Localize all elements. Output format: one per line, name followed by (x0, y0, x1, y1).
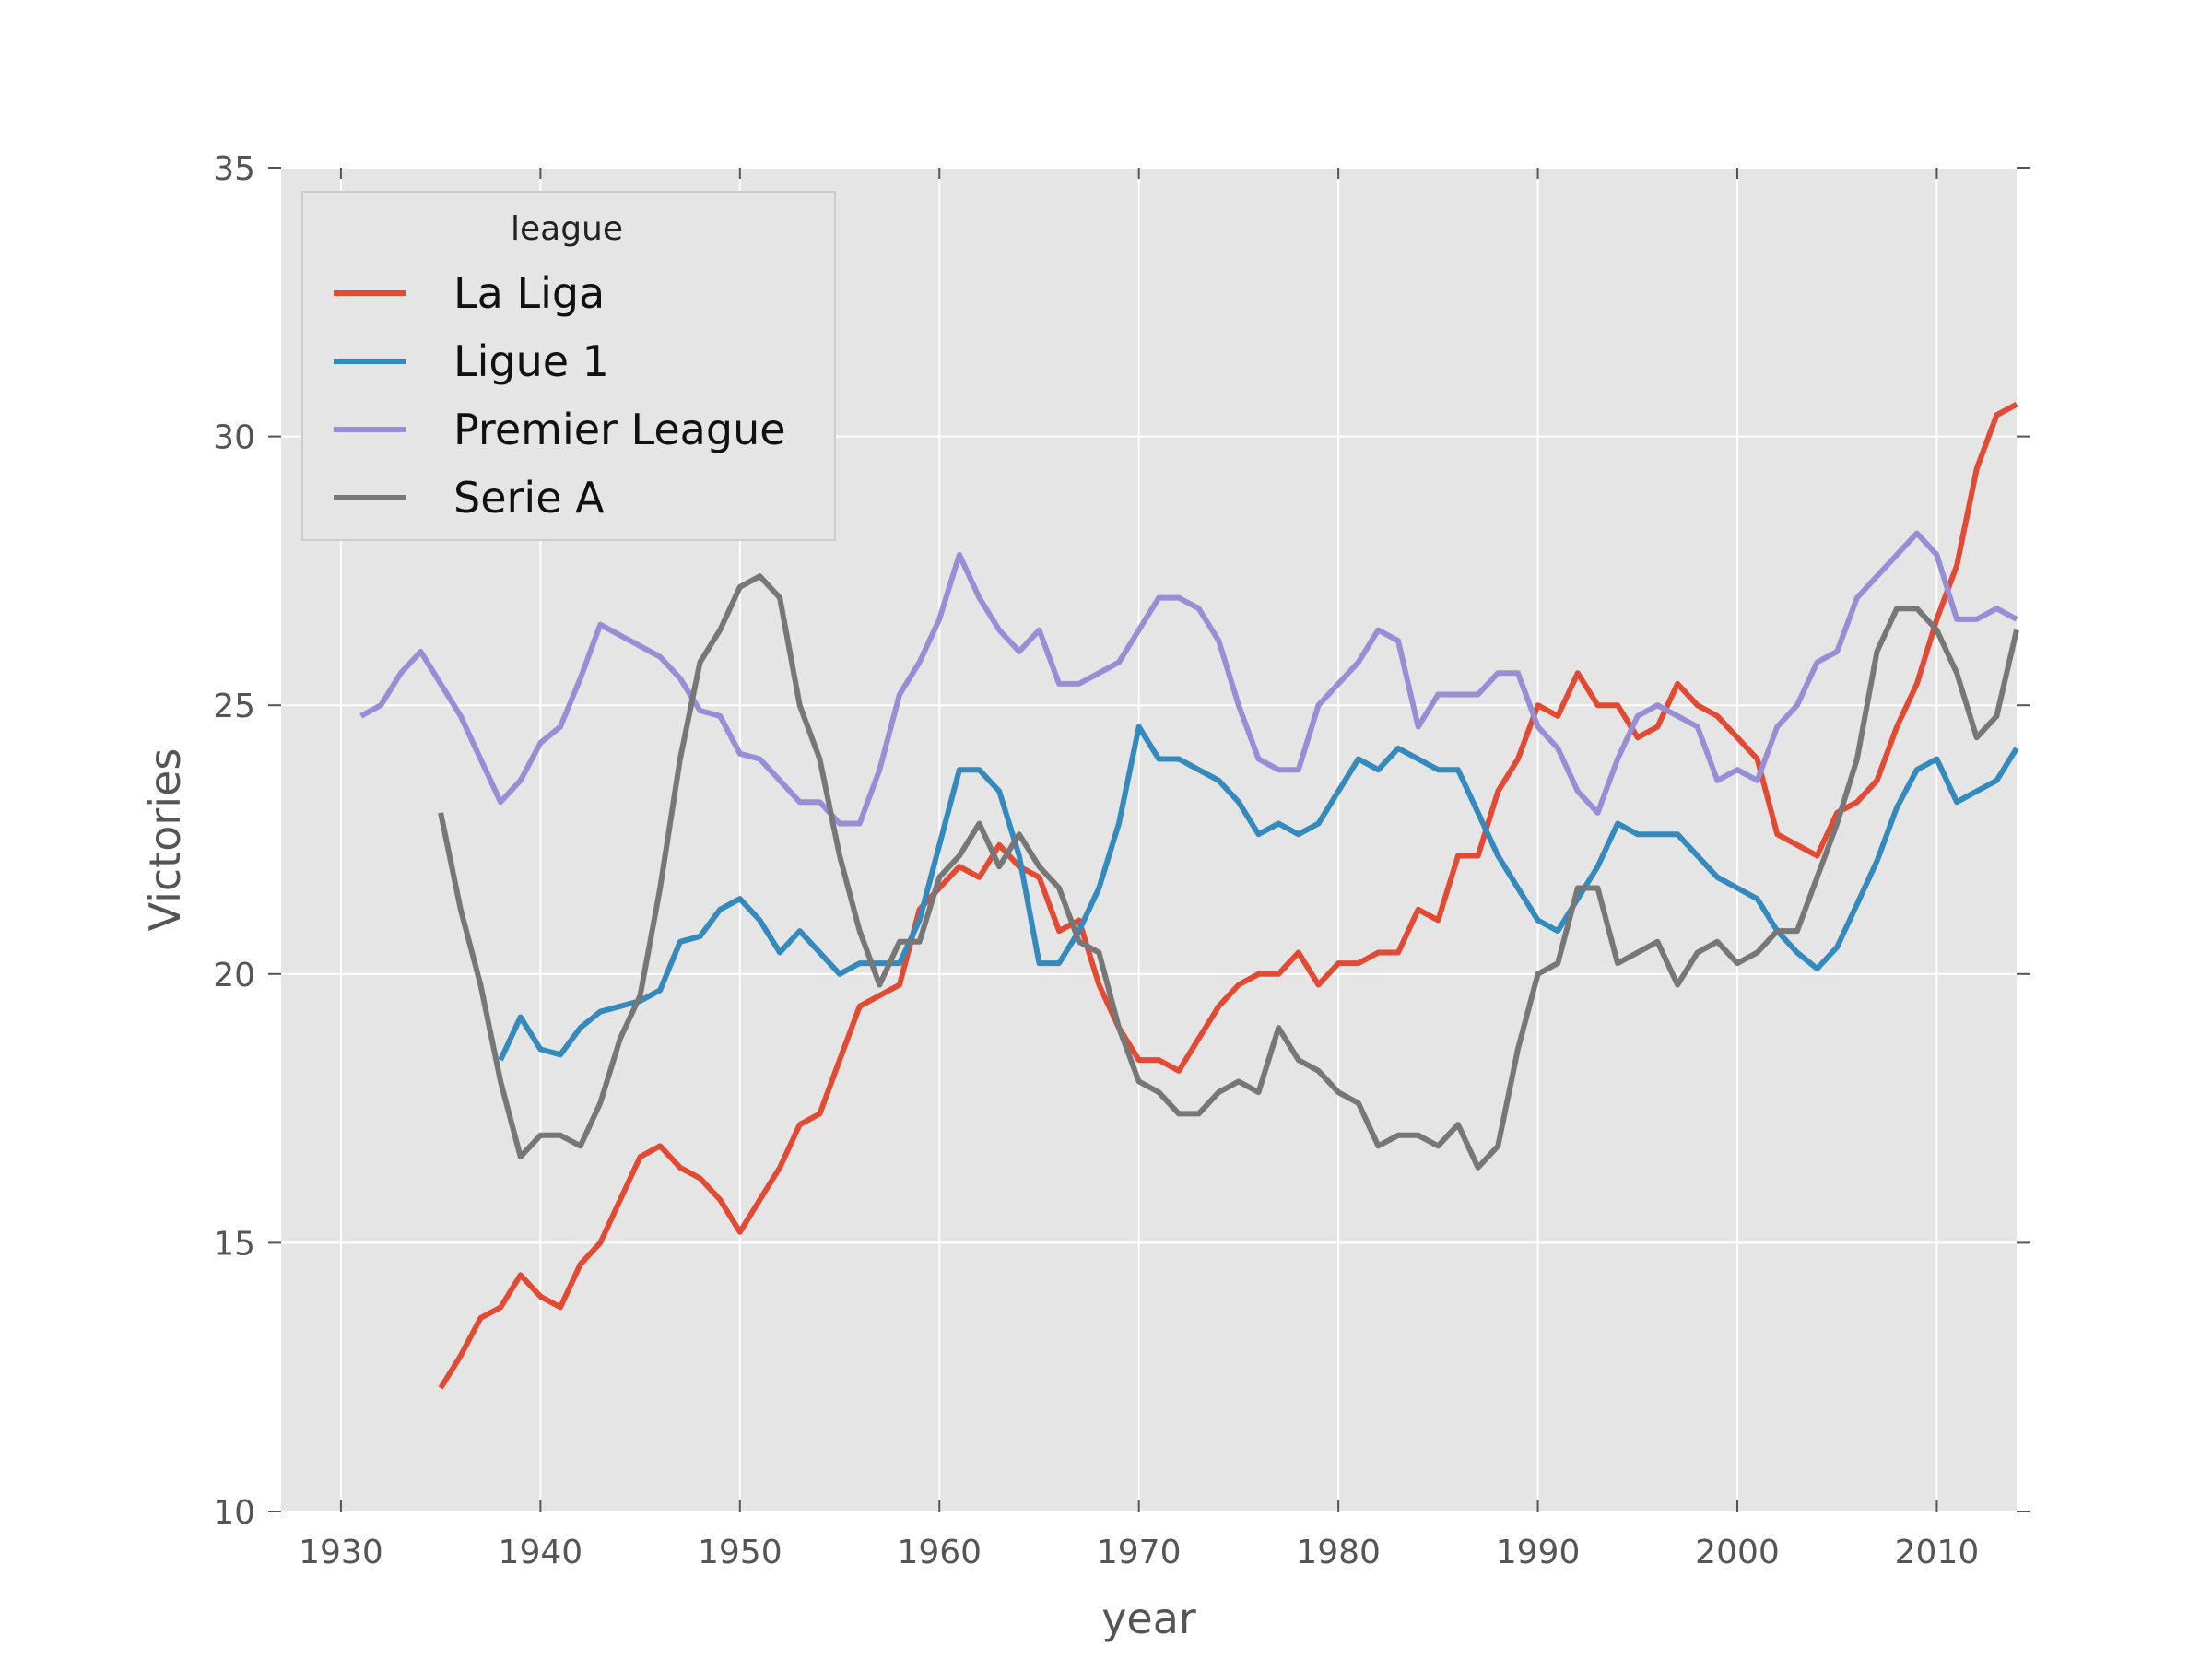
legend-title: league (511, 210, 623, 248)
x-tick-label: 1990 (1496, 1534, 1581, 1571)
y-tick-label: 15 (213, 1225, 255, 1263)
y-tick-label: 10 (213, 1494, 255, 1532)
x-axis-label: year (1101, 1594, 1196, 1643)
legend: league La Liga Ligue 1 Premier League Serie… (301, 191, 836, 541)
series-line-serie-a (438, 573, 2019, 1171)
x-tick-label: 1970 (1097, 1534, 1182, 1571)
x-tick-label: 1940 (499, 1534, 583, 1571)
y-tick-label: 20 (213, 957, 255, 994)
x-tick-label: 1950 (698, 1534, 782, 1571)
axes: 1930 1940 1950 1960 1970 1980 1990 2000 2010 10 15… (213, 150, 2030, 1571)
legend-label-premier-league: Premier League (453, 405, 786, 454)
series-line-premier-league (359, 530, 2018, 827)
y-tick-label: 35 (213, 150, 255, 188)
x-tick-label: 1930 (299, 1534, 383, 1571)
y-tick-label: 30 (213, 419, 255, 457)
series-lines (359, 401, 2019, 1390)
y-tick-label: 25 (213, 688, 255, 725)
x-tick-label: 1960 (897, 1534, 982, 1571)
y-axis-label: Victories (140, 748, 190, 932)
legend-label-serie-a: Serie A (453, 473, 605, 523)
legend-label-ligue-1: Ligue 1 (453, 336, 609, 386)
legend-label-la-liga: La Liga (453, 268, 605, 318)
x-tick-label: 2010 (1895, 1534, 1980, 1571)
x-tick-label: 2000 (1695, 1534, 1780, 1571)
legend-box (301, 191, 836, 541)
series-line-la-liga (438, 401, 2018, 1390)
x-tick-label: 1980 (1296, 1534, 1381, 1571)
series-line-ligue-1 (498, 724, 2019, 1062)
